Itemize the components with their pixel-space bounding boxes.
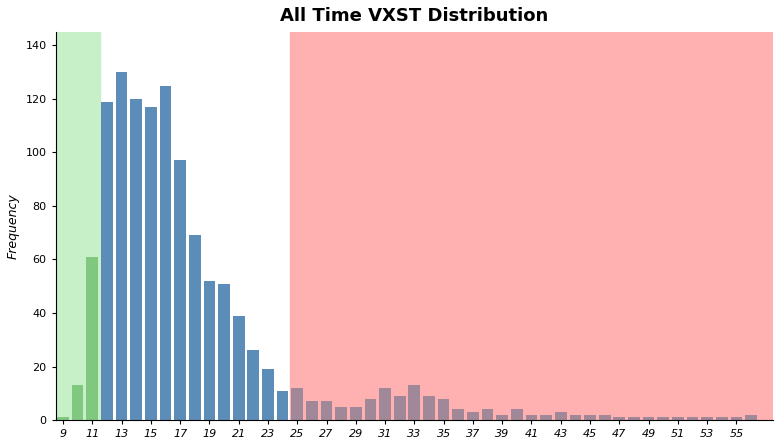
Bar: [716, 417, 728, 420]
Bar: [409, 385, 420, 420]
Bar: [394, 396, 406, 420]
Bar: [686, 417, 698, 420]
Bar: [350, 407, 362, 420]
Bar: [482, 409, 494, 420]
Bar: [290, 32, 773, 420]
Bar: [584, 415, 596, 420]
Bar: [306, 401, 317, 420]
Bar: [672, 417, 684, 420]
Bar: [174, 161, 186, 420]
Bar: [467, 412, 479, 420]
Bar: [555, 412, 566, 420]
Bar: [658, 417, 669, 420]
Bar: [55, 32, 100, 420]
Bar: [145, 107, 157, 420]
Bar: [569, 415, 581, 420]
Bar: [247, 351, 259, 420]
Bar: [189, 235, 200, 420]
Bar: [438, 399, 449, 420]
Bar: [57, 417, 69, 420]
Bar: [160, 86, 172, 420]
Title: All Time VXST Distribution: All Time VXST Distribution: [280, 7, 548, 25]
Bar: [701, 417, 713, 420]
Bar: [614, 417, 626, 420]
Bar: [72, 385, 83, 420]
Bar: [262, 369, 274, 420]
Bar: [599, 415, 611, 420]
Bar: [452, 409, 464, 420]
Bar: [101, 102, 113, 420]
Bar: [364, 399, 376, 420]
Bar: [87, 257, 98, 420]
Bar: [731, 417, 743, 420]
Bar: [643, 417, 654, 420]
Bar: [232, 316, 244, 420]
Bar: [379, 388, 391, 420]
Bar: [496, 415, 508, 420]
Bar: [628, 417, 640, 420]
Bar: [541, 415, 552, 420]
Bar: [292, 388, 303, 420]
Bar: [335, 407, 347, 420]
Bar: [130, 99, 142, 420]
Bar: [277, 391, 289, 420]
Bar: [321, 401, 332, 420]
Bar: [218, 284, 230, 420]
Y-axis label: Frequency: Frequency: [7, 193, 20, 259]
Bar: [423, 396, 435, 420]
Bar: [526, 415, 537, 420]
Bar: [115, 72, 127, 420]
Bar: [745, 415, 757, 420]
Bar: [204, 281, 215, 420]
Bar: [511, 409, 523, 420]
